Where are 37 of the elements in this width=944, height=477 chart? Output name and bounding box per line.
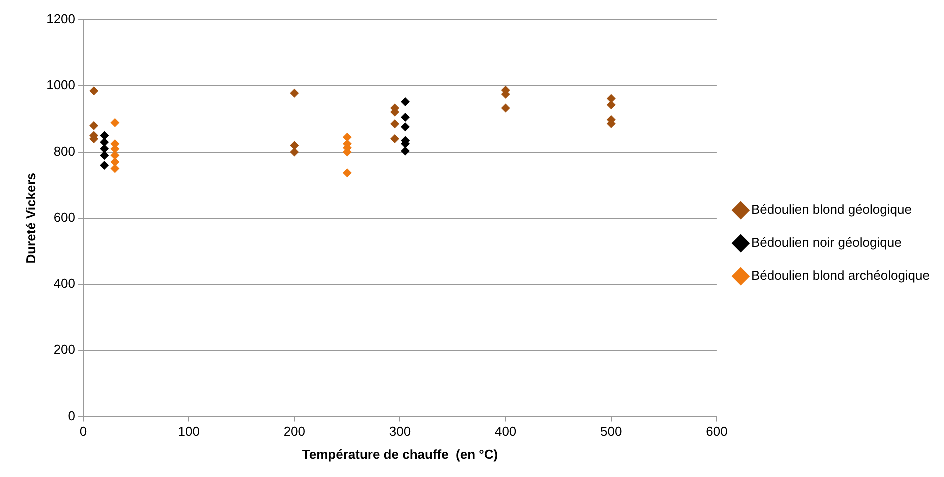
x-tick-label: 400 [494,424,517,440]
point [100,160,110,170]
x-tick-label: 100 [178,424,200,440]
point [290,148,300,157]
point [390,120,400,129]
x-tick-label: 600 [706,424,728,440]
point [401,146,410,156]
y-tick-label: 200 [54,342,76,358]
y-tick-label: 0 [68,408,76,424]
point [110,164,120,174]
y-axis-title: Dureté Vickers [23,172,38,264]
point [90,86,99,96]
legend-label: Bédoulien blond archéologique [751,268,930,284]
point [401,98,410,107]
x-axis-title: Température de chauffe (en °C) [302,446,498,462]
y-tick-label: 400 [54,276,76,292]
y-tick-label: 1000 [46,78,76,93]
point [342,132,352,142]
point [501,104,510,113]
legend-label: Bédoulien noir géologique [751,235,902,250]
x-tick-label: 0 [80,424,88,440]
y-tick-label: 800 [54,144,76,159]
point [100,131,110,140]
y-tick-label: 1200 [46,12,76,27]
point [342,168,352,178]
legend-label: Bédoulien blond géologique [751,202,912,218]
point [100,151,110,160]
x-tick-label: 500 [600,424,622,440]
point [401,122,410,132]
y-tick-label: 600 [54,210,76,225]
x-tick-label: 300 [389,424,412,440]
point [110,118,120,128]
point [90,121,99,130]
point [390,134,400,144]
point [401,113,410,122]
x-tick-label: 200 [284,424,306,440]
point [290,88,300,98]
